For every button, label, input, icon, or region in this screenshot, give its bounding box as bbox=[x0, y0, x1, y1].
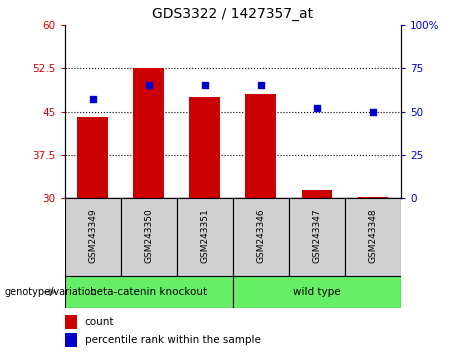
Bar bbox=[65, 315, 77, 329]
Title: GDS3322 / 1427357_at: GDS3322 / 1427357_at bbox=[152, 7, 313, 21]
Bar bbox=[345, 198, 401, 276]
Text: GSM243347: GSM243347 bbox=[313, 208, 321, 263]
Text: wild type: wild type bbox=[293, 287, 341, 297]
Point bbox=[201, 82, 208, 88]
Text: count: count bbox=[85, 317, 114, 327]
Text: GSM243346: GSM243346 bbox=[256, 208, 266, 263]
Bar bbox=[358, 197, 389, 198]
Text: GSM243349: GSM243349 bbox=[88, 208, 97, 263]
Bar bbox=[65, 276, 233, 308]
Text: GSM243348: GSM243348 bbox=[368, 208, 378, 263]
Bar bbox=[233, 276, 401, 308]
Point bbox=[369, 109, 377, 114]
Bar bbox=[65, 333, 77, 347]
Text: GSM243351: GSM243351 bbox=[200, 208, 209, 263]
Bar bbox=[189, 97, 220, 198]
Bar bbox=[77, 117, 108, 198]
Point bbox=[89, 97, 96, 102]
Point bbox=[145, 82, 152, 88]
Bar bbox=[133, 68, 164, 198]
Bar bbox=[121, 198, 177, 276]
Bar bbox=[177, 198, 233, 276]
Bar bbox=[245, 94, 276, 198]
Bar bbox=[233, 198, 289, 276]
Text: percentile rank within the sample: percentile rank within the sample bbox=[85, 335, 260, 345]
Bar bbox=[289, 198, 345, 276]
Bar bbox=[65, 198, 121, 276]
Text: genotype/variation: genotype/variation bbox=[5, 287, 97, 297]
Point bbox=[257, 82, 265, 88]
Point bbox=[313, 105, 321, 111]
Text: GSM243350: GSM243350 bbox=[144, 208, 153, 263]
Text: beta-catenin knockout: beta-catenin knockout bbox=[90, 287, 207, 297]
Bar bbox=[301, 190, 332, 198]
